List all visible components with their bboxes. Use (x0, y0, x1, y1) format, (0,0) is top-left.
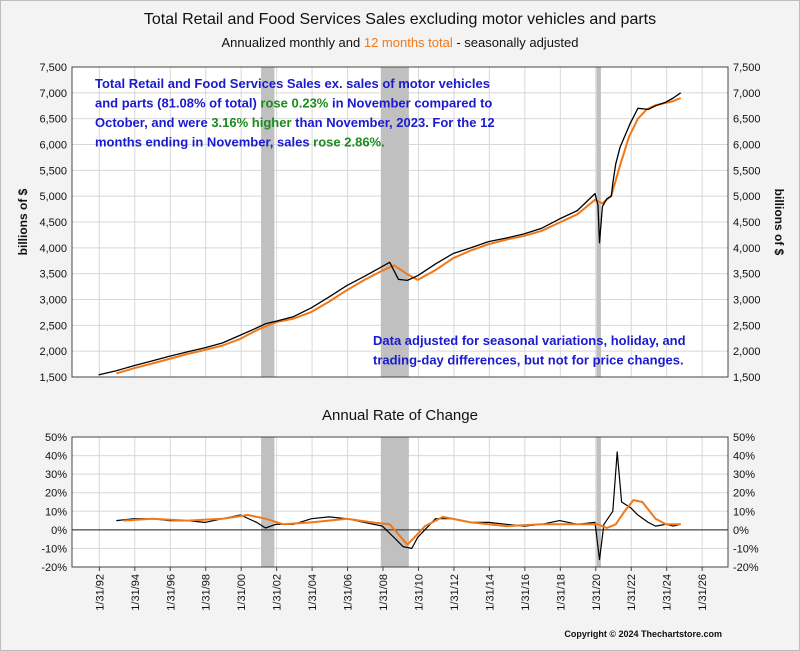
lower-y-tick-left: 0% (51, 525, 67, 537)
x-tick-label: 1/31/96 (165, 574, 177, 611)
upper-y-tick-left: 1,500 (39, 372, 67, 384)
upper-y-tick-left: 7,000 (39, 88, 67, 100)
upper-note-segment: than November, 2023. For the 12 (292, 115, 495, 130)
x-tick-label: 1/31/04 (307, 574, 319, 611)
upper-note-segment: 3.16% higher (211, 115, 291, 130)
lower-note-line: Data adjusted for seasonal variations, h… (373, 333, 686, 348)
upper-y-axis-label: billions of $ (16, 188, 30, 255)
upper-note-segment: rose 0.23% (260, 96, 328, 111)
upper-y-tick-left: 7,500 (39, 62, 67, 74)
lower-series-12-month-total (123, 499, 681, 546)
upper-note-segment: rose 2.86%. (313, 135, 385, 150)
upper-y-tick-right: 2,500 (733, 320, 761, 332)
upper-y-tick-right: 6,000 (733, 140, 761, 152)
lower-series-annualized-monthly (116, 451, 681, 561)
copyright-text: Copyright © 2024 Thechartstore.com (564, 629, 722, 639)
lower-y-tick-left: 30% (45, 469, 67, 481)
x-tick-label: 1/31/98 (201, 574, 213, 611)
upper-y-tick-left: 5,500 (39, 165, 67, 177)
lower-y-tick-left: 50% (45, 432, 67, 444)
upper-y-tick-left: 3,500 (39, 269, 67, 281)
upper-y-tick-right: 2,000 (733, 346, 761, 358)
upper-y-tick-right: 1,500 (733, 372, 761, 384)
x-tick-label: 1/31/20 (591, 574, 603, 611)
upper-y-tick-right: 3,000 (733, 295, 761, 307)
upper-y-tick-right: 5,000 (733, 191, 761, 203)
upper-note-segment: October, and were (95, 115, 211, 130)
upper-y-tick-right: 3,500 (733, 269, 761, 281)
x-tick-label: 1/31/02 (272, 574, 284, 611)
lower-y-tick-right: 30% (733, 469, 755, 481)
lower-y-tick-right: 40% (733, 451, 755, 463)
lower-y-tick-right: 10% (733, 506, 755, 518)
x-tick-label: 1/31/00 (236, 574, 248, 611)
x-tick-label: 1/31/06 (343, 574, 355, 611)
x-tick-label: 1/31/92 (94, 574, 106, 611)
lower-plot-border (71, 436, 729, 568)
lower-panel-title: Annual Rate of Change (322, 407, 478, 424)
upper-y-tick-left: 2,000 (39, 346, 67, 358)
upper-note: Total Retail and Food Services Sales ex.… (95, 76, 495, 150)
chart-title: Total Retail and Food Services Sales exc… (143, 11, 657, 28)
upper-y-tick-left: 3,000 (39, 295, 67, 307)
x-tick-label: 1/31/12 (449, 574, 461, 611)
upper-note-segment: and parts (81.08% of total) (95, 96, 260, 111)
upper-note-segment: Total Retail and Food Services Sales ex.… (95, 76, 490, 91)
upper-y-tick-right: 6,500 (733, 114, 761, 126)
upper-note-segment: in November compared to (328, 96, 492, 111)
x-tick-label: 1/31/26 (697, 574, 709, 611)
lower-recession-band (261, 437, 275, 567)
lower-y-tick-left: 40% (45, 451, 67, 463)
x-tick-label: 1/31/10 (413, 574, 425, 611)
upper-note-segment: months ending in November, sales (95, 135, 313, 150)
upper-y-tick-left: 6,000 (39, 140, 67, 152)
upper-series-annualized-monthly (98, 92, 682, 376)
lower-y-tick-right: 20% (733, 488, 755, 500)
upper-y-axis-label-right: billions of $ (772, 189, 786, 256)
subtitle-part-c: - seasonally adjusted (452, 35, 579, 50)
lower-y-tick-right: 50% (733, 432, 755, 444)
lower-y-tick-left: 20% (45, 488, 67, 500)
x-tick-label: 1/31/22 (626, 574, 638, 611)
chart-subtitle: Annualized monthly and 12 months total -… (0, 35, 800, 50)
lower-y-tick-left: -10% (41, 543, 67, 555)
lower-y-tick-right: -20% (733, 562, 759, 574)
subtitle-part-a: Annualized monthly and (221, 35, 364, 50)
lower-note-line: trading-day differences, but not for pri… (373, 353, 684, 368)
lower-y-tick-right: -10% (733, 543, 759, 555)
x-tick-label: 1/31/14 (484, 574, 496, 611)
upper-recession-band (261, 67, 275, 377)
upper-y-tick-left: 6,500 (39, 114, 67, 126)
x-tick-label: 1/31/08 (378, 574, 390, 611)
subtitle-part-b: 12 months total (363, 35, 453, 50)
upper-y-tick-right: 7,500 (733, 62, 761, 74)
upper-y-tick-right: 4,000 (733, 243, 761, 255)
lower-recession-band (380, 437, 409, 567)
upper-y-tick-right: 7,000 (733, 88, 761, 100)
upper-plot-border (71, 66, 729, 378)
x-tick-label: 1/31/24 (662, 574, 674, 611)
x-tick-label: 1/31/18 (555, 574, 567, 611)
upper-recession-band (380, 67, 409, 377)
upper-y-tick-left: 4,000 (39, 243, 67, 255)
upper-y-tick-right: 4,500 (733, 217, 761, 229)
upper-y-tick-left: 5,000 (39, 191, 67, 203)
lower-y-tick-left: -20% (41, 562, 67, 574)
lower-recession-band (596, 437, 601, 567)
x-tick-label: 1/31/16 (520, 574, 532, 611)
upper-y-tick-left: 4,500 (39, 217, 67, 229)
upper-y-tick-right: 5,500 (733, 165, 761, 177)
x-tick-label: 1/31/94 (130, 574, 142, 611)
lower-y-tick-left: 10% (45, 506, 67, 518)
upper-y-tick-left: 2,500 (39, 320, 67, 332)
upper-series-12-month-total (116, 97, 682, 375)
lower-y-tick-right: 0% (733, 525, 749, 537)
